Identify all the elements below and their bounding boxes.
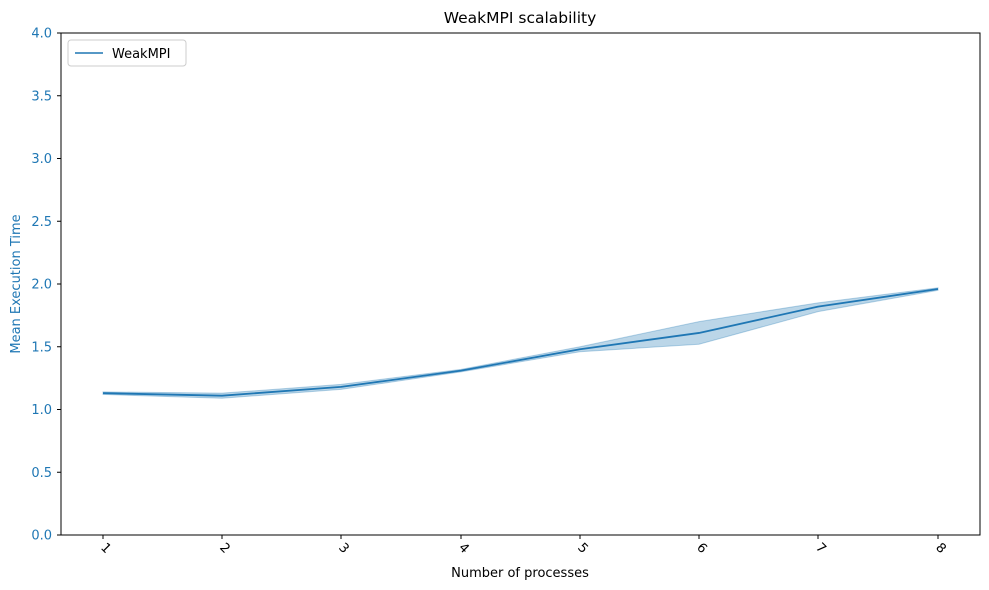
y-axis-label: Mean Execution Time bbox=[9, 214, 24, 353]
plot-frame bbox=[60, 32, 981, 536]
series-line-layer bbox=[102, 288, 939, 397]
x-tick-label: 5 bbox=[574, 540, 590, 556]
y-tick-label: 1.5 bbox=[31, 340, 52, 355]
y-tick-label: 0.5 bbox=[31, 466, 52, 481]
x-tick-label: 6 bbox=[693, 540, 709, 556]
x-tick-label: 7 bbox=[812, 540, 828, 556]
y-tick-label: 2.5 bbox=[31, 215, 52, 230]
confidence-band bbox=[102, 287, 939, 399]
chart-title: WeakMPI scalability bbox=[444, 9, 597, 27]
y-tick-label: 3.5 bbox=[31, 89, 52, 104]
legend-label: WeakMPI bbox=[112, 47, 170, 62]
series-line-weakmpi bbox=[102, 288, 939, 397]
x-tick-label: 8 bbox=[932, 540, 948, 556]
y-tick-label: 2.0 bbox=[31, 278, 52, 293]
y-tick-label: 3.0 bbox=[31, 152, 52, 167]
x-tick-label: 4 bbox=[455, 540, 471, 556]
x-tick-label: 3 bbox=[335, 540, 351, 556]
legend: WeakMPI bbox=[67, 39, 187, 67]
x-axis: 1 2 3 4 5 6 7 8 bbox=[97, 535, 949, 557]
confidence-band-layer bbox=[102, 287, 939, 399]
legend-box bbox=[67, 39, 187, 67]
x-tick-label: 2 bbox=[216, 540, 232, 556]
y-tick-label: 4.0 bbox=[31, 27, 52, 42]
x-tick-label: 1 bbox=[97, 540, 113, 556]
y-tick-label: 0.0 bbox=[31, 529, 52, 544]
y-axis: 0.0 0.5 1.0 1.5 2.0 2.5 3.0 3.5 4.0 bbox=[31, 27, 61, 544]
x-axis-label: Number of processes bbox=[451, 566, 589, 581]
y-tick-label: 1.0 bbox=[31, 403, 52, 418]
